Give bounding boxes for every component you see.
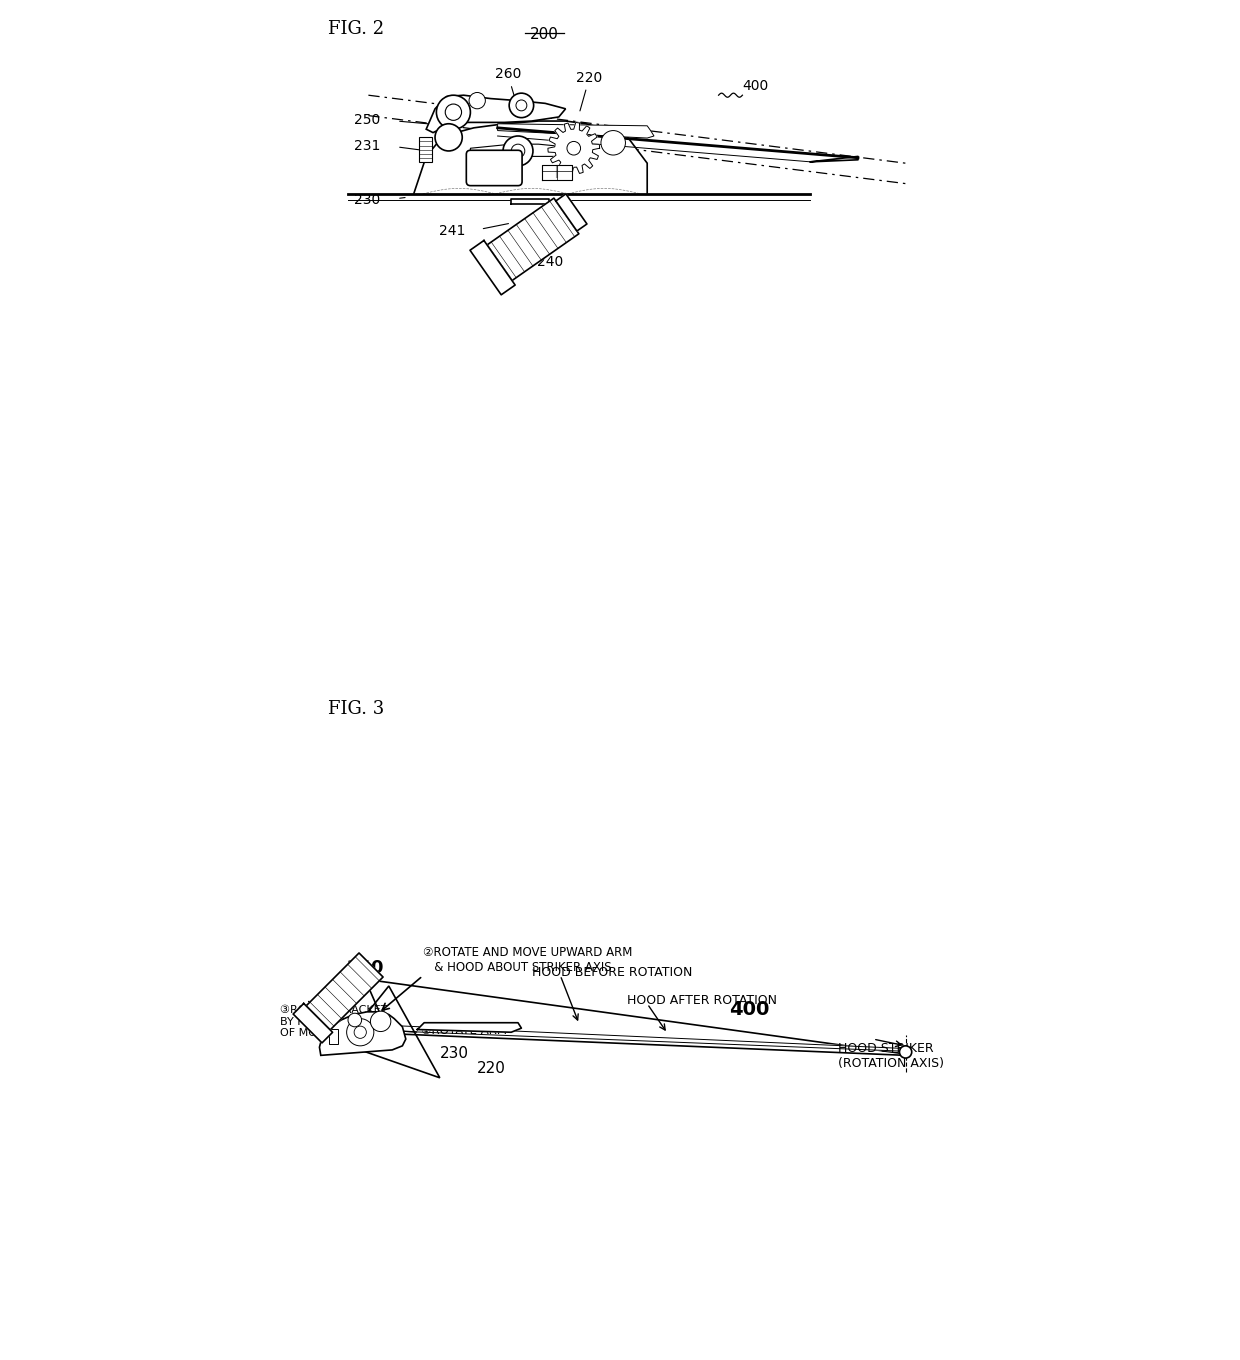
Bar (329, 1028, 339, 1044)
Polygon shape (542, 165, 573, 180)
Polygon shape (320, 1012, 405, 1055)
Polygon shape (418, 1023, 521, 1032)
Polygon shape (391, 1025, 905, 1051)
Text: 230: 230 (355, 193, 381, 207)
Polygon shape (306, 953, 383, 1030)
Text: 260: 260 (495, 67, 521, 106)
Polygon shape (293, 1004, 332, 1043)
Circle shape (348, 1013, 362, 1027)
Text: FIG. 2: FIG. 2 (327, 20, 383, 38)
Polygon shape (348, 194, 811, 200)
Text: 241: 241 (439, 224, 465, 238)
Text: HOOD STRIKER
(ROTATION AXIS): HOOD STRIKER (ROTATION AXIS) (837, 1042, 944, 1070)
Text: 220: 220 (477, 1061, 506, 1076)
Text: 400: 400 (743, 79, 769, 92)
Polygon shape (511, 199, 548, 204)
Text: 200: 200 (529, 27, 558, 42)
Text: HOOD AFTER ROTATION: HOOD AFTER ROTATION (626, 994, 776, 1008)
Text: 250: 250 (355, 113, 381, 126)
Circle shape (371, 1012, 391, 1031)
Text: ②ROTATE AND MOVE UPWARD ARM
   & HOOD ABOUT STRIKER AXIS: ②ROTATE AND MOVE UPWARD ARM & HOOD ABOUT… (423, 945, 632, 974)
Polygon shape (548, 122, 600, 174)
Circle shape (601, 131, 625, 155)
Text: 240: 240 (347, 959, 384, 976)
Text: 231: 231 (355, 139, 381, 152)
Circle shape (347, 1019, 373, 1046)
Polygon shape (427, 95, 565, 132)
Circle shape (436, 95, 470, 129)
Circle shape (435, 124, 463, 151)
Polygon shape (470, 144, 565, 156)
Text: 240: 240 (537, 256, 563, 269)
FancyBboxPatch shape (466, 151, 522, 185)
Text: FIG. 3: FIG. 3 (327, 700, 384, 718)
Polygon shape (470, 241, 515, 295)
Circle shape (899, 1046, 911, 1058)
Polygon shape (413, 121, 647, 197)
Circle shape (510, 94, 533, 118)
Text: 230: 230 (440, 1046, 469, 1061)
Polygon shape (556, 194, 587, 231)
Polygon shape (365, 979, 905, 1055)
Text: HOOD BEFORE ROTATION: HOOD BEFORE ROTATION (532, 966, 692, 979)
Circle shape (503, 136, 533, 166)
Bar (419, 137, 432, 162)
Text: ①ROTATE ARM: ①ROTATE ARM (422, 1024, 507, 1038)
Text: 220: 220 (577, 71, 603, 112)
Circle shape (469, 92, 485, 109)
Polygon shape (497, 124, 653, 139)
Text: ③ROTATE BRACKET
BY ROTATION
OF MOTOR: ③ROTATE BRACKET BY ROTATION OF MOTOR (280, 1005, 387, 1038)
Polygon shape (487, 199, 579, 280)
Text: 400: 400 (729, 1000, 769, 1019)
